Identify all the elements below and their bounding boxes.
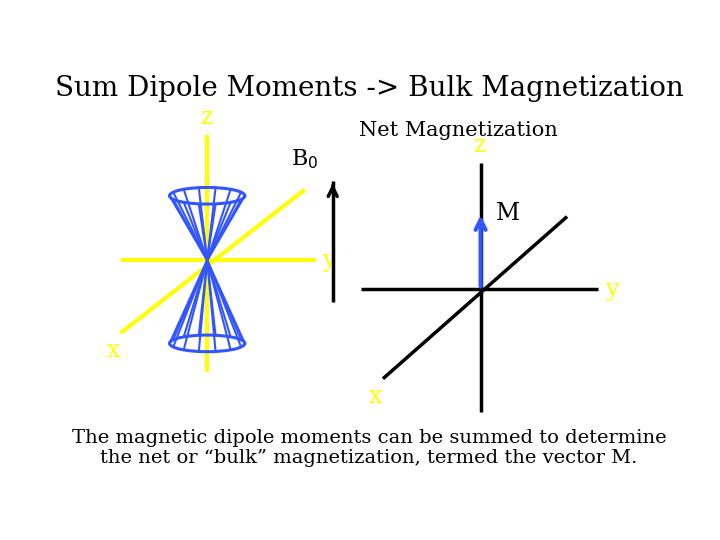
Text: M: M [496,202,521,225]
Text: x: x [107,339,120,362]
Text: y: y [606,278,620,301]
Text: z: z [201,106,213,129]
Text: The magnetic dipole moments can be summed to determine
the net or “bulk” magneti: The magnetic dipole moments can be summe… [72,429,666,468]
Text: z: z [474,134,487,157]
Text: Net Magnetization: Net Magnetization [359,121,558,140]
Text: x: x [369,385,382,408]
Text: y: y [323,249,337,272]
Text: B$_0$: B$_0$ [292,147,319,171]
Text: Sum Dipole Moments -> Bulk Magnetization: Sum Dipole Moments -> Bulk Magnetization [55,75,683,102]
